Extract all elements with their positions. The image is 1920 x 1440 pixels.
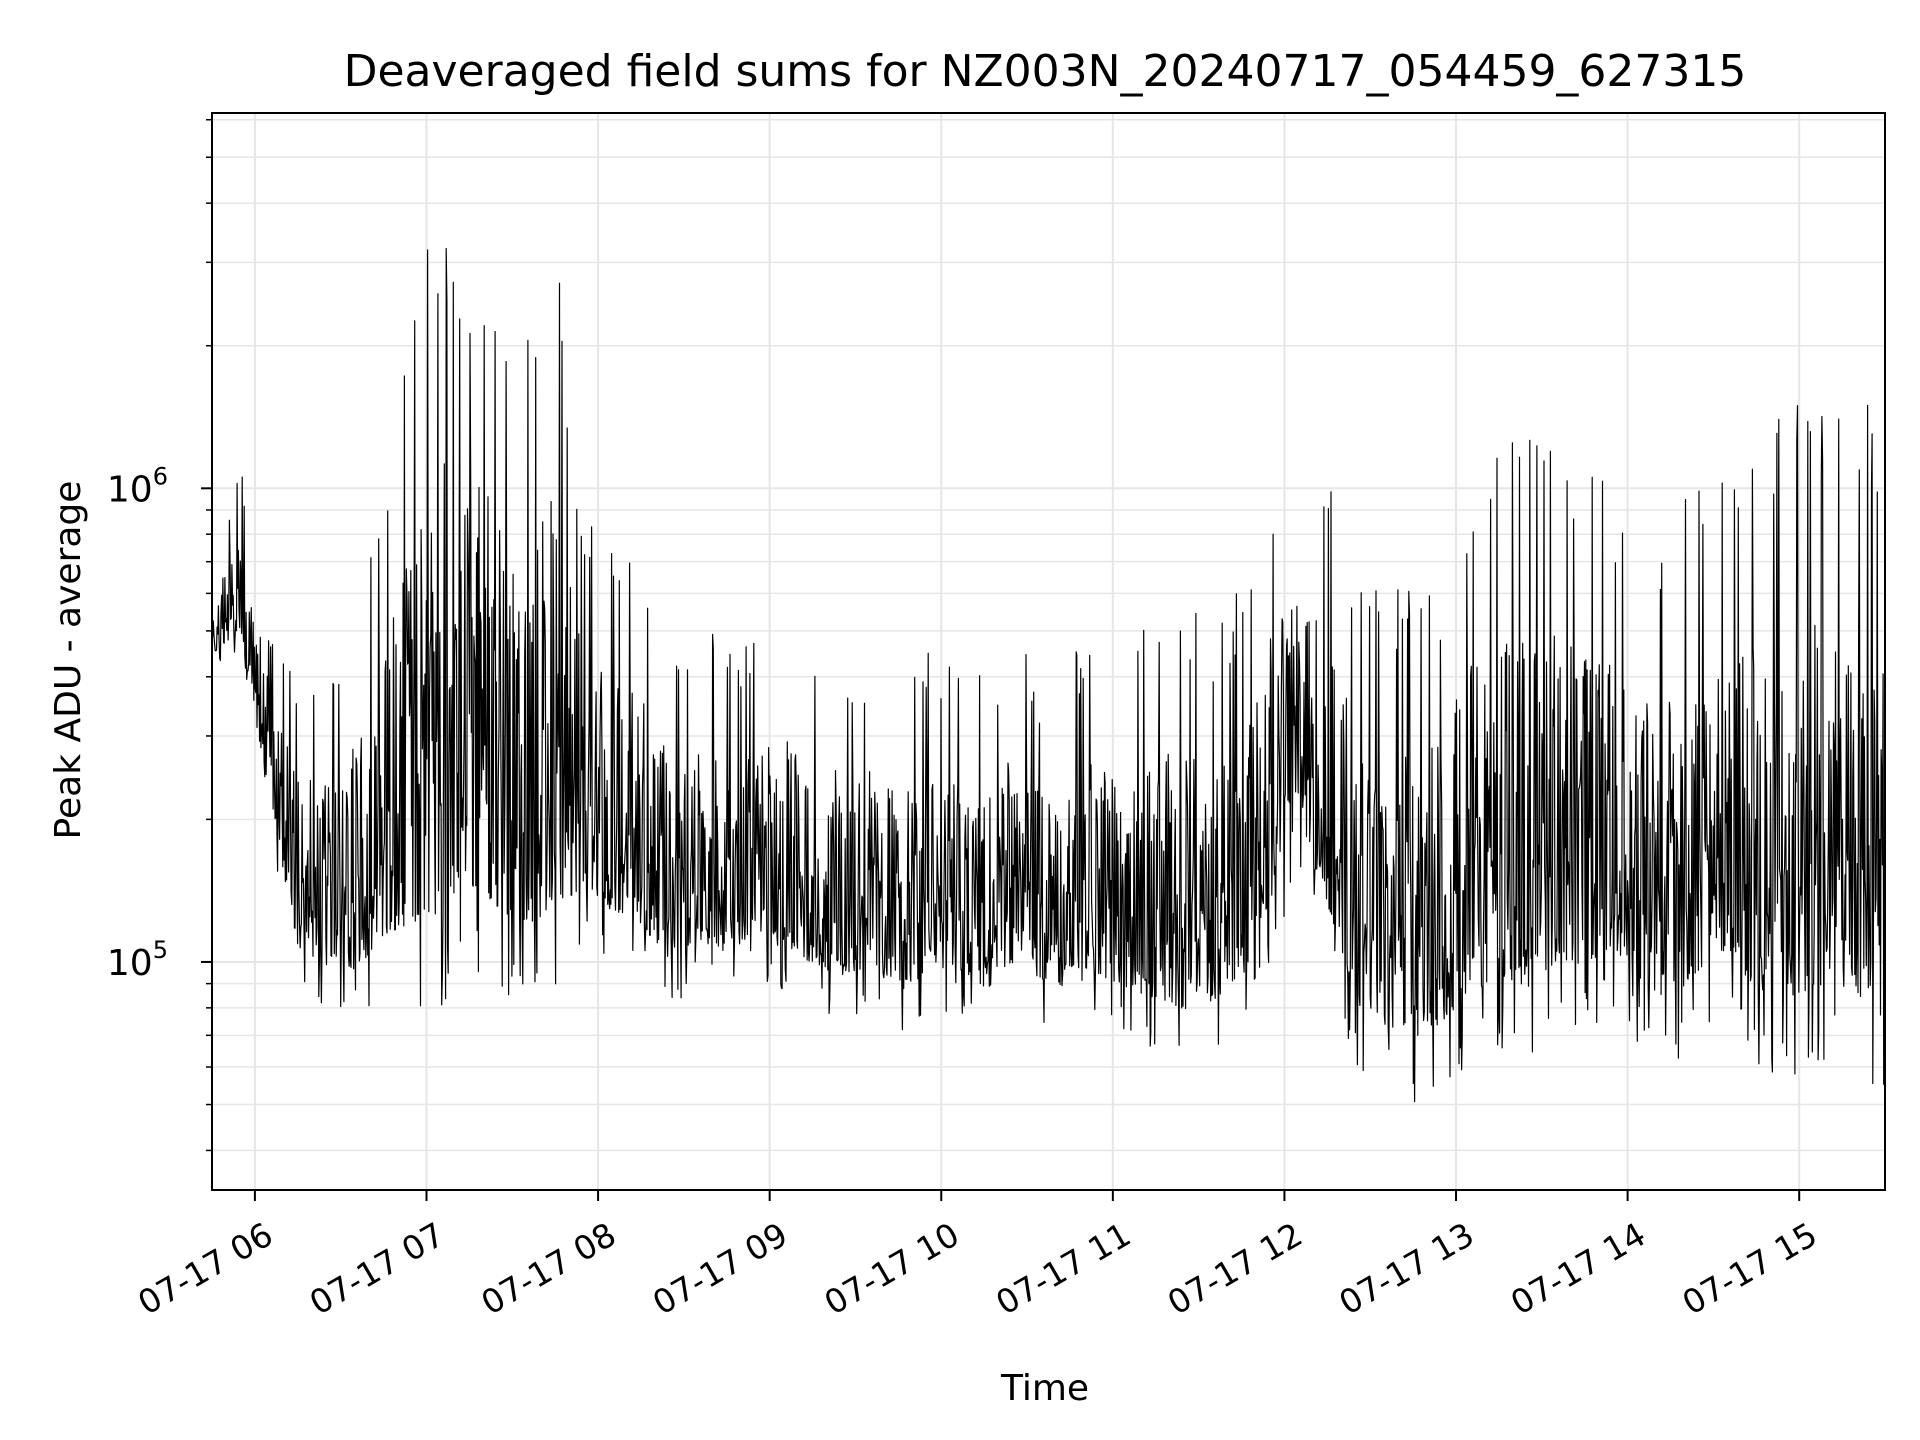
ticks (201, 118, 1801, 1201)
series-line (211, 247, 1886, 1103)
x-axis-label: Time (1000, 1368, 1089, 1409)
y-tick-exponent: 5 (153, 936, 168, 964)
y-axis-label: Peak ADU - average (48, 481, 89, 840)
data-series (211, 247, 1886, 1103)
chart-title: Deaveraged field sums for NZ003N_2024071… (344, 46, 1747, 97)
plot-frame (211, 112, 1886, 1191)
y-tick-exponent: 6 (153, 462, 168, 490)
